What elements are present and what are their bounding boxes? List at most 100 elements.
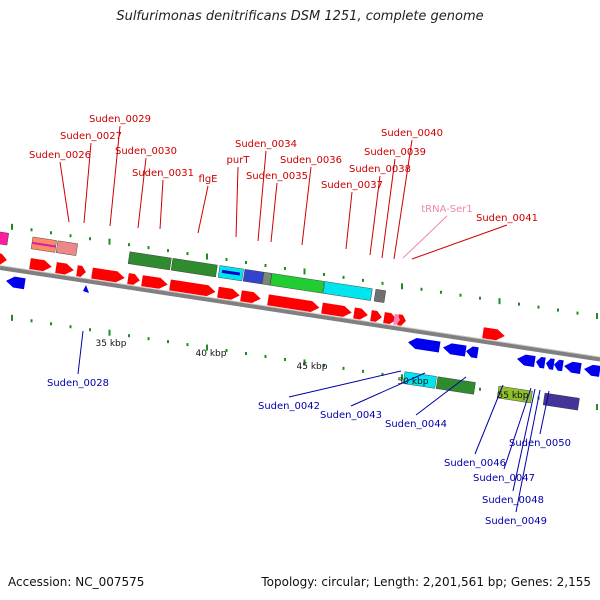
- cog-block-rect: [322, 281, 373, 301]
- gene-arrow-shape: [517, 354, 536, 367]
- gene-arrow-shape: [267, 294, 320, 312]
- scale-label: 55 kbp: [498, 391, 529, 401]
- label-leader: [159, 179, 164, 230]
- label-leader: [59, 161, 70, 223]
- label-leader: [77, 330, 84, 375]
- scale-labels: 35 kbp 40 kbp 45 kbp 50 kbp 55 kbp: [96, 339, 529, 401]
- forward-gene-arrow: [91, 267, 125, 283]
- gene-arrow-shape: [91, 267, 125, 283]
- gene-arrow-shape: [408, 337, 441, 353]
- cog-block: [0, 231, 9, 246]
- label-leader: [515, 389, 541, 513]
- trna-label: tRNA-Ser1: [421, 204, 473, 215]
- cog-block: [170, 258, 218, 278]
- gene-arrow-shape: [554, 359, 564, 372]
- forward-gene-arrow: [141, 275, 168, 289]
- genome-backbone: [0, 265, 600, 362]
- label-leader: [381, 158, 396, 259]
- label-leader: [109, 125, 121, 227]
- gene-arrow-shape: [466, 346, 479, 359]
- label-leader: [402, 215, 448, 259]
- forward-gene-arrow: [217, 286, 240, 300]
- gene-arrow-shape: [393, 313, 400, 325]
- forward-gene-arrow: [482, 327, 505, 341]
- reverse-gene-arrow: [466, 346, 479, 359]
- label-leader: [503, 387, 532, 470]
- gene-arrow-shape: [55, 262, 74, 275]
- label-leader: [137, 157, 147, 229]
- gene-arrow-shape: [546, 358, 555, 370]
- gene-arrow-shape: [240, 290, 261, 303]
- cog-stripe: [221, 269, 241, 276]
- label-leader: [257, 150, 267, 242]
- label-leader: [474, 384, 504, 455]
- reverse-gene-label: Suden_0047: [473, 473, 535, 484]
- label-leader: [393, 139, 413, 260]
- cog-block-rect: [55, 240, 78, 256]
- cog-stripe: [31, 241, 56, 248]
- reverse-gene-arrow: [584, 364, 600, 377]
- topology-summary: Topology: circular; Length: 2,201,561 bp…: [261, 575, 591, 589]
- label-leader: [301, 166, 312, 246]
- reverse-gene-label: Suden_0048: [482, 495, 544, 506]
- scale-label: 50 kbp: [398, 377, 429, 387]
- scale-label: 35 kbp: [96, 339, 127, 349]
- tick-marks: [11, 223, 598, 411]
- gene-arrow-shape: [482, 327, 505, 341]
- label-leader: [197, 185, 209, 234]
- reverse-gene-arrow: [6, 276, 26, 290]
- gene-arrow-shape: [353, 307, 368, 320]
- cog-block-rect: [127, 251, 172, 271]
- cog-block: [217, 265, 244, 282]
- gene-arrow-shape: [564, 361, 582, 375]
- gene-0028-mark: [83, 285, 89, 293]
- cog-block-rect: [402, 371, 437, 389]
- cog-block-rect: [542, 392, 580, 411]
- gene-arrow-shape: [584, 364, 600, 377]
- cog-block-rect: [170, 258, 218, 278]
- gene-arrow-shape: [169, 279, 216, 297]
- forward-gene-arrow: [76, 265, 86, 277]
- forward-gene-label: Suden_0026: [29, 150, 91, 161]
- label-leader: [235, 166, 239, 238]
- cog-block-rect: [373, 289, 387, 303]
- cog-block-rect: [242, 269, 264, 285]
- label-leader: [415, 376, 467, 416]
- label-leader: [350, 372, 426, 407]
- map-title: Sulfurimonas denitrificans DSM 1251, com…: [116, 9, 484, 24]
- reverse-gene-arrow: [546, 358, 555, 370]
- reverse-gene-arrow: [564, 361, 582, 375]
- cog-block: [127, 251, 172, 271]
- reverse-gene-label: Suden_0028: [47, 378, 109, 389]
- forward-gene-arrow: [267, 294, 320, 312]
- gene-arrow-shape: [383, 312, 397, 324]
- forward-gene-label: Suden_0036: [280, 155, 342, 166]
- forward-gene-arrow: [127, 273, 140, 285]
- label-leader: [512, 388, 536, 492]
- reverse-gene-arrow: [517, 354, 536, 367]
- reverse-gene-arrow: [554, 359, 564, 372]
- forward-gene-arrow: [397, 314, 406, 326]
- gene-arrow-shape: [370, 310, 382, 322]
- cog-block: [496, 385, 533, 404]
- forward-gene-arrow: [240, 290, 261, 303]
- gene-arrow-shape: [6, 276, 26, 290]
- label-leader: [539, 390, 550, 435]
- reverse-gene-label: Suden_0049: [485, 516, 547, 527]
- forward-gene-arrow: [321, 302, 352, 317]
- forward-gene-arrow: [0, 252, 7, 265]
- label-leader: [369, 175, 381, 256]
- scale-label: 45 kbp: [297, 362, 328, 372]
- forward-gene-arrow: [353, 307, 368, 320]
- forward-gene-label: Suden_0041: [476, 213, 538, 224]
- forward-gene-arrow: [383, 312, 397, 324]
- scale-label: 40 kbp: [196, 349, 227, 359]
- reverse-gene-label: Suden_0046: [444, 458, 506, 469]
- cog-block: [269, 273, 325, 294]
- gene-labels: Suden_0026 Suden_0027 Suden_0029 Suden_0030…: [29, 114, 571, 527]
- gene-arrow-shape: [321, 302, 352, 317]
- reverse-gene-label: Suden_0042: [258, 401, 320, 412]
- backbone-line: [0, 266, 600, 362]
- gene-arrow-shape: [127, 273, 140, 285]
